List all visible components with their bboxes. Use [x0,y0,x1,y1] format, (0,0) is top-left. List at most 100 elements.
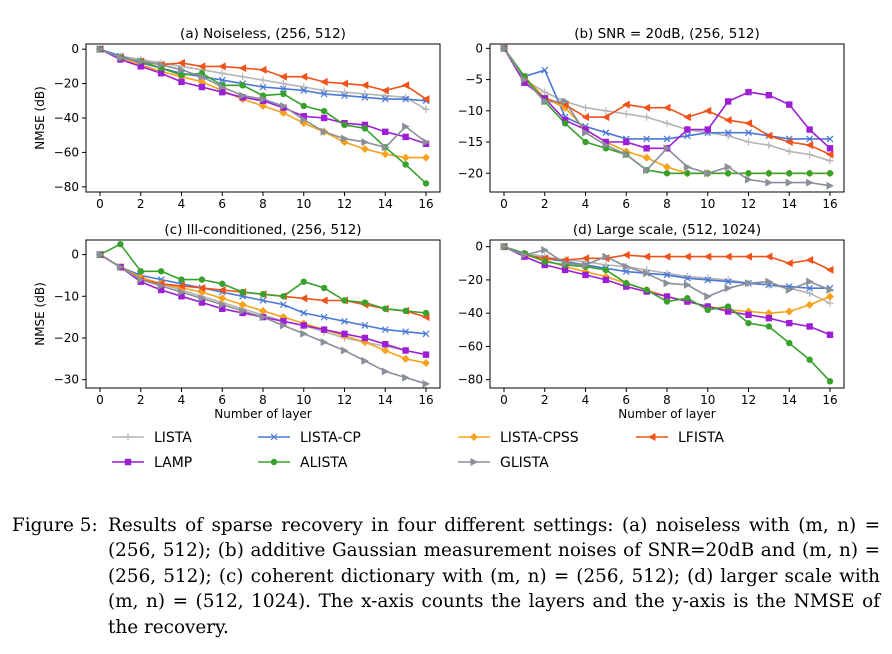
data-point-alista [382,305,389,312]
y-tick-label: −40 [54,111,79,125]
x-tick-label: 2 [541,197,549,211]
x-tick-label: 0 [500,393,508,407]
x-tick-label: 8 [663,197,671,211]
data-point-glista [300,329,308,338]
data-point-lfista [340,79,348,88]
data-point-lamp [361,121,369,129]
data-point-lfista [299,294,308,303]
data-point-lista-cp [300,87,308,94]
data-point-glista [96,250,104,259]
y-tick-label: −80 [458,373,483,387]
data-point-alista [541,258,548,265]
data-point-lamp [219,305,226,312]
data-point-lfista [703,252,712,261]
data-point-lista-cp [279,85,287,93]
series-line-lamp [99,253,427,356]
data-point-lamp [765,92,773,99]
series-line-lamp [503,47,831,150]
y-tick-label: 0 [71,248,79,262]
data-point-alista [684,295,691,302]
data-point-glista [157,60,166,69]
y-tick-label: −5 [465,73,483,87]
data-point-glista [561,259,570,268]
data-point-lista-cp [806,135,814,143]
data-point-lista [785,147,793,156]
data-point-lamp [663,293,671,300]
data-point-alista [280,293,287,300]
data-point-lamp [280,318,287,325]
data-point-alista [178,71,185,79]
data-point-lamp [623,138,630,146]
data-point-lamp [361,334,369,342]
data-point-lista [239,73,247,81]
data-point-lfista [826,150,834,159]
data-point-lamp [320,326,328,333]
data-point-lfista [764,131,773,140]
data-point-glista [96,45,104,54]
chart-panel-4: 0 2 4 6 8 10 12 14 16 0 −20 −40 −60 −80 (d) Large scal… [458,222,845,421]
data-point-lista-cpss [238,300,247,309]
x-tick-label: 4 [582,393,590,407]
data-point-lfista [581,254,589,263]
x-axis: 0 2 4 6 8 10 12 14 16 [96,192,434,211]
data-point-lista-cpss [381,150,390,159]
data-point-alista [402,161,409,168]
legend-item-lista-cpss: LISTA-CPSS [458,430,579,446]
y-tick-label: −20 [458,273,483,287]
data-point-lfista [826,265,834,274]
data-point-lista [300,83,308,91]
data-point-glista [602,141,610,150]
data-point-lamp [300,113,307,120]
data-point-lista [218,69,226,77]
data-point-lista-cpss [381,346,390,355]
data-point-lamp [724,308,732,315]
data-point-lista-cp [381,95,389,103]
data-point-glista [361,356,369,365]
series-line-alista [503,47,830,175]
data-point-lamp [382,128,389,135]
data-point-lfista [724,116,732,125]
data-point-lista-cp [724,278,732,285]
y-tick-label: −10 [54,289,79,303]
data-point-glista [724,163,733,172]
x-tick-label: 8 [259,197,267,211]
caption-label: Figure 5: [12,515,98,536]
data-point-lfista [601,113,610,122]
data-point-alista [745,319,752,327]
data-point-glista [500,242,508,251]
data-point-glista [402,373,410,382]
x-tick-label: 12 [741,197,756,211]
series-markers [500,44,834,190]
x-tick-label: 0 [96,393,104,407]
y-axis: 0 −5 −10 −15 −20 [458,41,490,180]
data-point-lista-cp [341,92,348,100]
legend-label: GLISTA [500,455,549,471]
data-point-lamp [157,70,165,77]
series-markers [96,45,430,187]
data-point-glista [178,65,186,74]
data-point-lfista [764,252,773,261]
x-tick-label: 6 [622,197,630,211]
data-point-glista [116,53,125,62]
data-point-glista [137,275,145,284]
data-point-glista [622,150,631,159]
data-point-alista [300,278,307,285]
y-tick-label: −40 [458,306,483,320]
data-point-glista [218,83,227,92]
x-tick-label: 14 [378,393,393,407]
data-point-glista [381,143,390,152]
data-point-lamp [178,78,185,86]
data-point-glista [218,300,227,309]
data-point-lista-cpss [642,153,651,162]
x-axis: 0 2 4 6 8 10 12 14 16 [500,388,838,407]
data-point-glista [137,57,145,66]
data-point-alista [259,290,267,298]
data-point-lfista [218,62,226,71]
y-axis: 0 −10 −20 −30 [54,248,86,387]
data-point-lamp [157,286,165,294]
data-point-lista-cp [320,90,328,98]
data-point-lista-cp [745,129,752,137]
data-point-alista [422,180,430,187]
data-point-lista-cp [541,66,549,74]
data-point-alista [239,288,246,296]
